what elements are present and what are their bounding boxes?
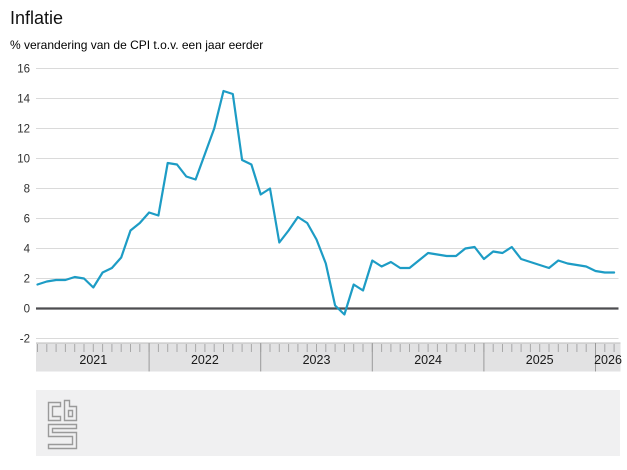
x-axis-year-label: 2022 [191, 353, 219, 367]
x-axis-band [36, 343, 621, 372]
x-axis-year-label: 2023 [303, 353, 331, 367]
y-axis-label: 14 [17, 94, 30, 106]
y-axis-label: 16 [17, 64, 30, 76]
y-axis-label: 4 [24, 244, 31, 256]
y-axis-label: 12 [17, 124, 30, 136]
y-axis-label: 10 [17, 154, 30, 166]
y-axis-label: 6 [24, 214, 30, 226]
x-axis-year-label: 2024 [414, 353, 442, 367]
y-axis-label: 0 [24, 304, 30, 316]
x-axis-year-label: 2026 [594, 353, 622, 367]
x-axis-year-label: 2025 [526, 353, 554, 367]
inflation-series-line [36, 89, 616, 316]
chart-subtitle: % verandering van de CPI t.o.v. een jaar… [10, 38, 264, 52]
x-axis-year-label: 2021 [79, 353, 107, 367]
page-title: Inflatie [10, 8, 64, 28]
y-axis-label: -2 [20, 334, 30, 346]
y-axis-label: 8 [24, 184, 30, 196]
y-axis-label: 2 [24, 274, 30, 286]
chart-footer [36, 390, 620, 456]
